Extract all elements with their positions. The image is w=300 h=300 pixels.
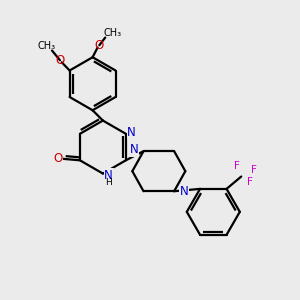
- Text: N: N: [128, 126, 136, 139]
- Text: N: N: [130, 143, 138, 156]
- Text: O: O: [55, 54, 64, 67]
- Text: F: F: [251, 165, 256, 175]
- Text: H: H: [105, 178, 112, 187]
- Text: F: F: [234, 161, 240, 171]
- Text: O: O: [95, 39, 104, 52]
- Text: N: N: [179, 185, 188, 198]
- Text: O: O: [53, 152, 62, 165]
- Text: CH₃: CH₃: [103, 28, 122, 38]
- Text: N: N: [104, 169, 113, 182]
- Text: F: F: [247, 177, 253, 187]
- Text: CH₃: CH₃: [38, 41, 56, 51]
